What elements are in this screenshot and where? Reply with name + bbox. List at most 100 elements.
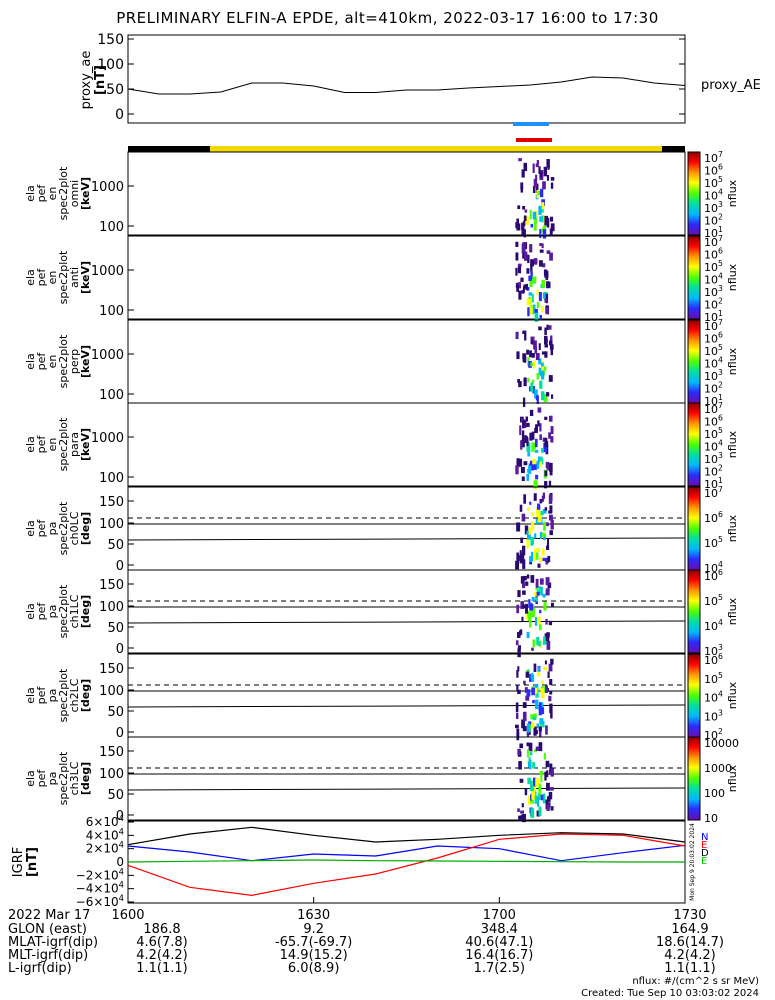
- spectrogram-pixel: [529, 759, 532, 770]
- spectrogram-pixel: [528, 721, 532, 725]
- spectrogram-pixel: [541, 243, 544, 249]
- spectrogram-pixel: [550, 223, 555, 232]
- spec-tick-label: 150: [99, 578, 124, 593]
- spectrogram-pixel: [538, 726, 542, 732]
- spectrogram-pixel: [544, 270, 549, 277]
- spectrogram-pixel: [544, 330, 547, 336]
- spectrogram-pixel: [549, 530, 553, 536]
- spectrogram-pixel: [539, 229, 542, 239]
- spectrogram-pixel: [546, 392, 550, 397]
- spectrogram-pixel: [537, 407, 542, 413]
- spectrogram-pixel: [538, 624, 542, 631]
- spectrogram-pixel: [526, 216, 529, 226]
- colorbar-tick-label: 106: [704, 652, 723, 667]
- spectrogram-pixel: [534, 687, 538, 694]
- spectrogram-pixel: [521, 243, 526, 254]
- colorbar: [687, 486, 701, 571]
- spectrogram-pixel: [522, 330, 525, 335]
- spectrogram-pixel: [536, 160, 540, 166]
- spectrogram-pixel: [522, 559, 526, 569]
- proxy-panel-frame: [127, 34, 686, 124]
- spectrogram-pixel: [548, 620, 553, 626]
- colorbar: [687, 736, 701, 821]
- spectrogram-pixel: [543, 366, 547, 371]
- spectrogram-pixel: [529, 501, 532, 505]
- spectrogram-pixel: [535, 183, 539, 193]
- spectrogram-data: [515, 574, 554, 658]
- proxy-tick-label: 150: [97, 32, 124, 48]
- spectrogram-pixel: [532, 211, 537, 220]
- spectrogram-pixel: [520, 466, 525, 474]
- spectrogram-pixel: [542, 492, 546, 499]
- spec-panel-label: [keV]: [79, 428, 92, 461]
- spectrogram-pixel: [515, 640, 519, 646]
- spectrogram-pixel: [532, 700, 535, 704]
- footer-mlt-value: 16.4(16.7): [465, 948, 534, 963]
- spectrogram-pixel: [548, 462, 553, 472]
- colorbar-tick-label: 105: [704, 593, 723, 608]
- loss-cone-line: [127, 704, 686, 708]
- spectrogram-pixel: [533, 663, 537, 672]
- spectrogram-pixel: [548, 695, 552, 702]
- spectrogram-pixel: [549, 505, 553, 514]
- spectrogram-pixel: [536, 796, 540, 807]
- spec-tick-label: 0: [116, 642, 124, 657]
- spectrogram-pixel: [547, 538, 550, 546]
- spectrogram-pixel: [537, 512, 542, 523]
- spectrogram-pixel: [525, 422, 530, 427]
- colorbar-tick-label: 106: [704, 568, 723, 583]
- spectrogram-pixel: [534, 179, 537, 188]
- spectrogram-pixel: [527, 777, 531, 785]
- spectrogram-pixel: [544, 338, 548, 344]
- spectrogram-pixel: [539, 380, 543, 389]
- spectrogram-pixel: [529, 279, 533, 288]
- spectrogram-pixel: [548, 432, 552, 439]
- spectrogram-pixel: [539, 771, 544, 775]
- spectrogram-pixel: [526, 742, 529, 747]
- spec-panel-label: pef: [35, 435, 48, 454]
- proxy-tick-label: 0: [115, 107, 124, 123]
- spectrogram-pixel: [536, 505, 541, 510]
- spectrogram-pixel: [534, 791, 537, 797]
- spectrogram-pixel: [523, 494, 527, 504]
- spectrogram-pixel: [530, 382, 533, 392]
- spectrogram-pixel: [536, 636, 540, 646]
- colorbar-tick-label: 1000: [704, 762, 732, 775]
- spectrogram-pixel: [546, 174, 550, 181]
- spectrogram-pixel: [535, 778, 540, 787]
- colorbar-tick-label: 102: [704, 381, 723, 396]
- spectrogram-pixel: [548, 480, 552, 487]
- spectrogram-pixel: [545, 577, 550, 586]
- spectrogram-pixel: [534, 683, 539, 688]
- spectrogram-pixel: [529, 460, 534, 471]
- spec-panel-label: spec2plot: [57, 250, 70, 304]
- spec-tick-label: 100: [99, 388, 124, 403]
- spectrogram-pixel: [523, 251, 528, 261]
- spectrogram-pixel: [528, 742, 532, 751]
- spectrogram-pixel: [526, 443, 531, 453]
- spec-panel-frame: [127, 319, 686, 404]
- spectrogram-pixel: [539, 423, 542, 432]
- spectrogram-pixel: [545, 276, 549, 280]
- page-title: PRELIMINARY ELFIN-A EPDE, alt=410km, 202…: [116, 9, 659, 27]
- spectrogram-pixel: [534, 389, 538, 399]
- spec-tick-label: 150: [99, 745, 124, 760]
- spectrogram-pixel: [537, 563, 541, 568]
- colorbar-tick-label: 102: [704, 297, 723, 312]
- colorbar: [687, 319, 701, 404]
- spectrogram-pixel: [529, 751, 533, 756]
- loss-cone-line: [127, 620, 686, 624]
- spectrogram-pixel: [526, 287, 530, 291]
- spectrogram-pixel: [535, 438, 538, 448]
- spectrogram-pixel: [530, 607, 533, 618]
- spectrogram-pixel: [520, 182, 524, 190]
- spectrogram-pixel: [524, 330, 527, 341]
- spectrogram-pixel: [538, 789, 542, 798]
- spectrogram-pixel: [526, 268, 530, 274]
- spectrogram-pixel: [546, 250, 551, 254]
- igrf-legend-entry: E: [701, 840, 707, 851]
- spec-panel-label: ela: [24, 687, 37, 704]
- spec-tick-label: 50: [107, 621, 124, 636]
- spectrogram-pixel: [529, 409, 534, 417]
- footer-time-value: 1600: [111, 908, 145, 923]
